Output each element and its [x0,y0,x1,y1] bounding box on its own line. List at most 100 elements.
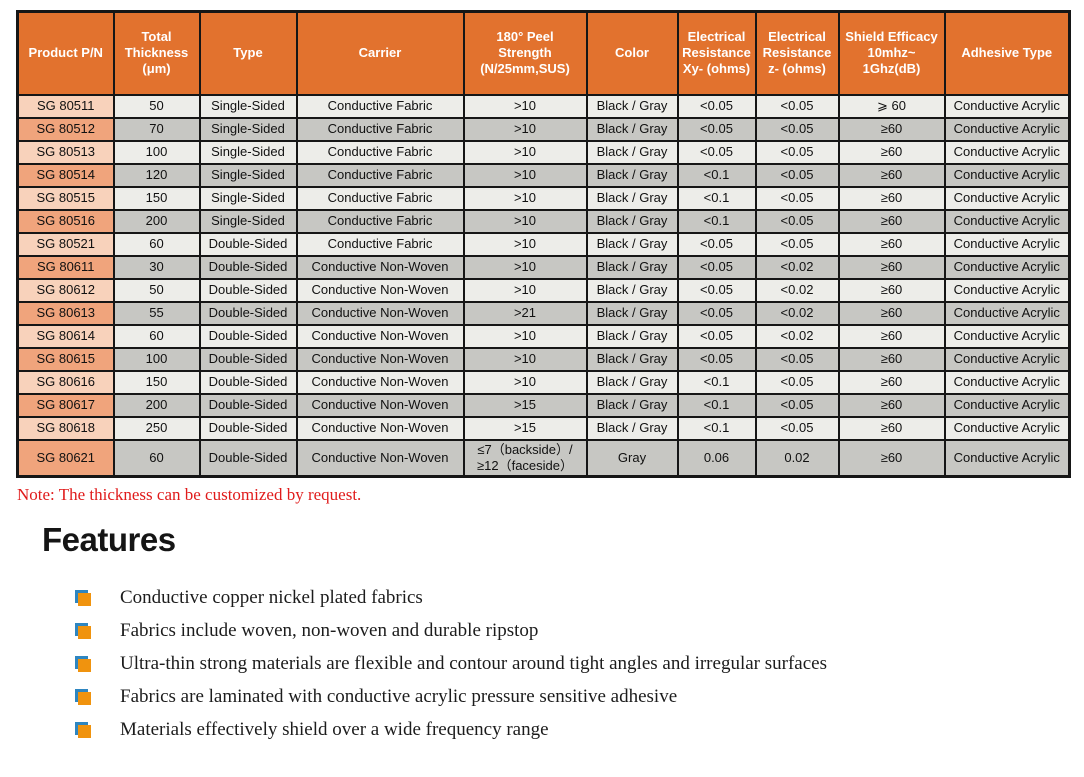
feature-item: Fabrics include woven, non-woven and dur… [0,614,1084,647]
type-cell: Double-Sided [198,277,298,303]
adhesive-type-cell: Conductive Acrylic [943,254,1071,280]
type-cell: Double-Sided [198,323,298,349]
product-pn-cell: SG 80512 [16,116,115,142]
thickness-cell: 100 [112,346,201,372]
table-row: SG 80516 200 Single-Sided Conductive Fabric… [16,208,1071,234]
carrier-cell: Conductive Non-Woven [295,369,465,395]
resistance-xy-cell: <0.1 [676,208,757,234]
shield-efficacy-cell: ≥60 [837,162,946,188]
resistance-z-cell: <0.05 [754,231,840,257]
resistance-xy-cell: <0.1 [676,185,757,211]
table-row: SG 80614 60 Double-Sided Conductive Non-Wov… [16,323,1071,349]
product-pn-cell: SG 80615 [16,346,115,372]
type-cell: Double-Sided [198,369,298,395]
adhesive-type-cell: Conductive Acrylic [943,93,1071,119]
resistance-z-cell: <0.05 [754,346,840,372]
product-spec-table: Product P/N Total Thickness (μm) Type Carri… [16,10,1071,478]
bullet-square-icon [75,688,91,705]
thickness-cell: 200 [112,392,201,418]
column-header-type: Type [198,10,298,96]
thickness-note: Note: The thickness can be customized by… [17,485,362,504]
color-cell: Black / Gray [585,116,679,142]
carrier-cell: Conductive Non-Woven [295,300,465,326]
feature-text: Fabrics are laminated with conductive ac… [120,685,678,707]
column-header-peel-strength: 180° Peel Strength (N/25mm,SUS) [462,10,588,96]
resistance-z-cell: <0.05 [754,93,840,119]
resistance-xy-cell: <0.05 [676,323,757,349]
carrier-cell: Conductive Non-Woven [295,438,465,478]
resistance-xy-cell: <0.05 [676,139,757,165]
color-cell: Black / Gray [585,231,679,257]
peel-strength-cell: >10 [462,254,588,280]
column-header-resistance-z: Electrical Resistance z- (ohms) [754,10,840,96]
resistance-z-cell: <0.02 [754,323,840,349]
bullet-square-icon [75,589,91,606]
resistance-xy-cell: <0.05 [676,346,757,372]
type-cell: Single-Sided [198,93,298,119]
thickness-cell: 150 [112,185,201,211]
type-cell: Single-Sided [198,139,298,165]
resistance-z-cell: <0.02 [754,300,840,326]
table-row: SG 80511 50 Single-Sided Conductive Fabric >… [16,93,1071,119]
color-cell: Black / Gray [585,300,679,326]
adhesive-type-cell: Conductive Acrylic [943,323,1071,349]
features-heading: Features [42,521,176,558]
features-list: Conductive copper nickel plated fabrics F… [0,581,1084,746]
type-cell: Single-Sided [198,162,298,188]
product-pn-cell: SG 80617 [16,392,115,418]
table-row: SG 80617 200 Double-Sided Conductive Non-Wo… [16,392,1071,418]
adhesive-type-cell: Conductive Acrylic [943,162,1071,188]
shield-efficacy-cell: ≥60 [837,369,946,395]
peel-strength-cell: >10 [462,369,588,395]
carrier-cell: Conductive Non-Woven [295,323,465,349]
color-cell: Black / Gray [585,208,679,234]
product-pn-cell: SG 80513 [16,139,115,165]
shield-efficacy-cell: ≥60 [837,254,946,280]
column-header-product-pn: Product P/N [16,10,115,96]
resistance-z-cell: <0.05 [754,116,840,142]
resistance-xy-cell: <0.1 [676,369,757,395]
feature-text: Conductive copper nickel plated fabrics [120,586,423,608]
product-pn-cell: SG 80621 [16,438,115,478]
column-header-carrier: Carrier [295,10,465,96]
color-cell: Gray [585,438,679,478]
carrier-cell: Conductive Fabric [295,208,465,234]
peel-strength-cell: >10 [462,185,588,211]
product-pn-cell: SG 80616 [16,369,115,395]
peel-strength-cell: >10 [462,116,588,142]
color-cell: Black / Gray [585,323,679,349]
resistance-z-cell: <0.05 [754,392,840,418]
type-cell: Double-Sided [198,300,298,326]
shield-efficacy-cell: ⩾ 60 [837,93,946,119]
product-pn-cell: SG 80612 [16,277,115,303]
shield-efficacy-cell: ≥60 [837,346,946,372]
product-pn-cell: SG 80613 [16,300,115,326]
resistance-xy-cell: <0.1 [676,415,757,441]
resistance-z-cell: <0.02 [754,277,840,303]
color-cell: Black / Gray [585,369,679,395]
carrier-cell: Conductive Non-Woven [295,392,465,418]
table-row: SG 80618 250 Double-Sided Conductive Non-Wo… [16,415,1071,441]
peel-strength-cell: >10 [462,93,588,119]
color-cell: Black / Gray [585,346,679,372]
resistance-xy-cell: <0.1 [676,162,757,188]
feature-text: Ultra-thin strong materials are flexible… [120,652,827,674]
peel-strength-cell: >10 [462,277,588,303]
feature-item: Fabrics are laminated with conductive ac… [0,680,1084,713]
thickness-cell: 55 [112,300,201,326]
datasheet-page: Product P/N Total Thickness (μm) Type Carri… [0,10,1084,777]
column-header-thickness: Total Thickness (μm) [112,10,201,96]
table-row: SG 80616 150 Double-Sided Conductive Non-Wo… [16,369,1071,395]
carrier-cell: Conductive Fabric [295,116,465,142]
feature-text: Materials effectively shield over a wide… [120,718,549,740]
resistance-xy-cell: <0.1 [676,392,757,418]
column-header-resistance-xy: Electrical Resistance Xy- (ohms) [676,10,757,96]
peel-strength-cell: >10 [462,208,588,234]
type-cell: Single-Sided [198,185,298,211]
resistance-xy-cell: <0.05 [676,300,757,326]
peel-strength-cell: >15 [462,392,588,418]
resistance-z-cell: <0.02 [754,254,840,280]
thickness-cell: 250 [112,415,201,441]
table-row: SG 80514 120 Single-Sided Conductive Fabric… [16,162,1071,188]
color-cell: Black / Gray [585,277,679,303]
